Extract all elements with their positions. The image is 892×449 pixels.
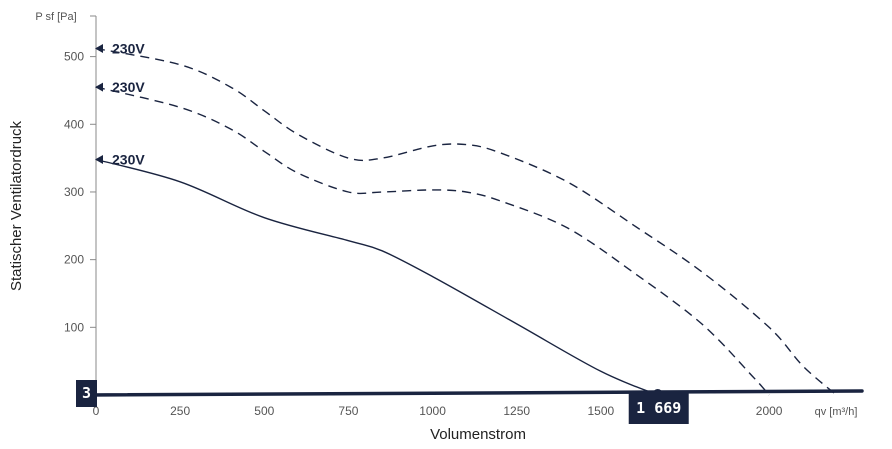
fan-curve-2 xyxy=(95,86,770,396)
flow-value-text: 1 669 xyxy=(636,399,681,417)
x-tick-label: 2000 xyxy=(756,404,783,418)
y-ticks: 0100200300400500 xyxy=(64,15,96,402)
x-tick-label: 250 xyxy=(170,404,190,418)
curve-label: 230V xyxy=(112,151,145,167)
fan-curve-3 xyxy=(95,158,658,396)
x-tick-label: 1500 xyxy=(587,404,614,418)
pressure-value-badge xyxy=(76,380,97,407)
x-tick-label: 0 xyxy=(93,404,100,418)
curve-start-marker xyxy=(95,82,103,92)
fan-curves: 230V 230V 230V xyxy=(95,40,837,396)
curve-label: 230V xyxy=(112,40,145,56)
x-tick-label: 750 xyxy=(338,404,358,418)
operating-point-overlay: 1 669 3 xyxy=(76,380,864,424)
system-curve-line xyxy=(86,389,864,397)
x-tick-label: 1000 xyxy=(419,404,446,418)
y-axis-title: Statischer Ventilatordruck xyxy=(8,120,25,291)
y-tick-label: 400 xyxy=(64,117,84,131)
flow-value-badge xyxy=(628,392,689,424)
x-ticks: 0 250 500 750 1000 1250 1500 2000 xyxy=(93,404,783,418)
y-tick-label: 100 xyxy=(64,320,84,334)
curve-label: 230V xyxy=(112,79,145,95)
x-axis-title: Volumenstrom xyxy=(430,426,526,443)
pressure-value-text: 3 xyxy=(82,384,91,402)
y-tick-label: 500 xyxy=(64,50,84,64)
y-tick-label: 200 xyxy=(64,253,84,267)
curve-start-marker xyxy=(95,154,103,164)
y-unit-label: P sf [Pa] xyxy=(35,11,76,23)
x-unit-label: qv [m³/h] xyxy=(815,406,858,418)
x-axis: 0 250 500 750 1000 1250 1500 2000 qv [m³/h] Vol… xyxy=(93,404,858,443)
curve-start-marker xyxy=(95,43,103,53)
y-axis: 0100200300400500 P sf [Pa] Statischer Ve… xyxy=(8,11,97,402)
y-tick-label: 300 xyxy=(64,185,84,199)
fan-curve-1 xyxy=(95,47,837,396)
x-tick-label: 1250 xyxy=(503,404,530,418)
x-tick-label: 500 xyxy=(254,404,274,418)
